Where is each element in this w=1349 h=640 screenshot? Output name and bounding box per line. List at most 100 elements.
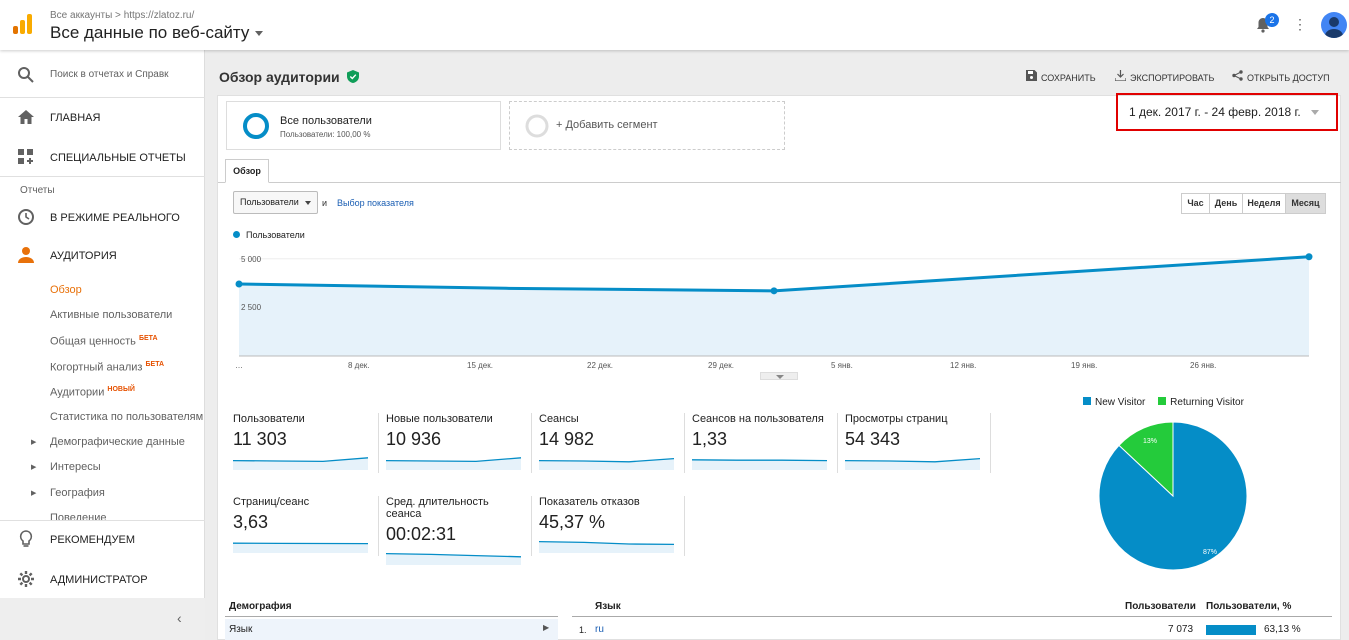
metric-card[interactable]: Сеансы 14 982	[538, 413, 679, 473]
sidebar-item-admin[interactable]: АДМИНИСТРАТОР	[0, 570, 205, 590]
demo-row-language[interactable]: Язык ▶	[225, 619, 558, 640]
download-icon	[1114, 70, 1127, 82]
sidebar-item-label: АДМИНИСТРАТОР	[50, 574, 148, 586]
metric-sparkline	[232, 457, 369, 470]
metric-value: 1,33	[692, 429, 728, 449]
period-hour-button[interactable]: Час	[1181, 193, 1210, 214]
sidebar-subitem-user-explorer[interactable]: Статистика по пользователям	[50, 411, 204, 423]
x-tick-label: 22 дек.	[587, 361, 613, 370]
demo-divider	[225, 616, 558, 617]
save-button[interactable]: СОХРАНИТЬ	[1026, 70, 1096, 83]
add-segment-button[interactable]: + Добавить сегмент	[509, 101, 785, 150]
breadcrumb-url[interactable]: https://zlatoz.ru/	[123, 10, 195, 21]
segment-all-users[interactable]: Все пользователи Пользователи: 100,00 %	[226, 101, 501, 150]
choose-metric-link[interactable]: Выбор показателя	[337, 198, 414, 208]
metric-card[interactable]: Новые пользователи 10 936	[385, 413, 526, 473]
date-range-text: 1 дек. 2017 г. - 24 февр. 2018 г.	[1129, 105, 1301, 119]
x-tick-label: 29 дек.	[708, 361, 734, 370]
row-pct-bar	[1206, 625, 1256, 635]
metric-card[interactable]: Сеансов на пользователя 1,33	[691, 413, 832, 473]
sidebar-item-label: РЕКОМЕНДУЕМ	[50, 534, 136, 546]
expand-arrow-icon: ▶	[31, 490, 37, 497]
property-name: Все данные по веб-сайту	[50, 23, 250, 42]
sidebar-item-audience[interactable]: АУДИТОРИЯ	[0, 246, 205, 266]
row-language-link[interactable]: ru	[595, 624, 604, 635]
collapse-chevron-icon[interactable]: ‹	[177, 610, 182, 626]
metric-name: Сред. длительность сеанса	[386, 496, 489, 520]
chart-point[interactable]	[770, 287, 778, 295]
export-button[interactable]: ЭКСПОРТИРОВАТЬ	[1114, 70, 1214, 83]
sidebar-search[interactable]: Поиск в отчетах и Справк	[0, 50, 205, 98]
metric-sparkline	[691, 459, 828, 470]
legend-returning-visitor: Returning Visitor	[1170, 397, 1244, 408]
table-divider	[572, 616, 1332, 617]
share-icon	[1232, 70, 1243, 81]
metric-card[interactable]: Сред. длительность сеанса 00:02:31	[385, 496, 526, 568]
metric-sparkline	[385, 457, 522, 470]
period-week-button[interactable]: Неделя	[1242, 193, 1286, 214]
share-button[interactable]: ОТКРЫТЬ ДОСТУП	[1232, 70, 1330, 83]
sidebar-subitem-demographics[interactable]: ▶ Демографические данные	[31, 436, 185, 448]
sidebar-subitem-interests[interactable]: ▶ Интересы	[31, 461, 101, 473]
metric-card[interactable]: Страниц/сеанс 3,63	[232, 496, 373, 556]
analytics-logo-icon[interactable]	[12, 13, 34, 35]
metric-value: 54 343	[845, 429, 901, 449]
sidebar-subitem-active-users[interactable]: Активные пользователи	[50, 309, 173, 321]
notification-badge: 2	[1265, 13, 1279, 27]
period-day-button[interactable]: День	[1209, 193, 1243, 214]
chart-legend: Пользователи	[233, 230, 305, 240]
sidebar-item-realtime[interactable]: В РЕЖИМЕ РЕАЛЬНОГО	[0, 208, 205, 228]
page-title: Обзор аудитории	[219, 69, 359, 85]
metric-card[interactable]: Просмотры страниц 54 343	[844, 413, 985, 473]
row-index: 1.	[579, 625, 587, 635]
date-range-picker[interactable]: 1 дек. 2017 г. - 24 февр. 2018 г.	[1129, 105, 1319, 119]
beta-badge: БЕТА	[138, 335, 158, 342]
chart-point[interactable]	[1305, 253, 1313, 261]
pie-slice-returning-visitor[interactable]	[1118, 421, 1174, 498]
metric-value: 11 303	[233, 429, 287, 449]
more-vert-icon[interactable]: ⋮	[1293, 16, 1307, 32]
avatar[interactable]	[1321, 12, 1347, 38]
x-tick-label: 5 янв.	[831, 361, 853, 370]
tab-overview[interactable]: Обзор	[225, 159, 269, 183]
property-selector[interactable]: Все данные по веб-сайту	[50, 23, 264, 43]
metric-separator	[378, 413, 379, 473]
legend-label: Пользователи	[246, 230, 305, 240]
sidebar-item-custom-reports[interactable]: СПЕЦИАЛЬНЫЕ ОТЧЕТЫ	[0, 148, 205, 168]
chevron-down-icon	[304, 200, 311, 205]
add-segment-label: + Добавить сегмент	[556, 119, 658, 131]
sidebar-subitem-overview[interactable]: Обзор	[50, 284, 82, 296]
chevron-right-icon: ▶	[543, 623, 550, 632]
pie-slice-label: 87%	[1203, 549, 1217, 556]
sidebar-subitem-geo[interactable]: ▶ География	[31, 487, 105, 499]
metric-name: Страниц/сеанс	[233, 496, 310, 508]
search-input[interactable]: Поиск в отчетах и Справк	[50, 69, 169, 80]
sidebar-item-recommend[interactable]: РЕКОМЕНДУЕМ	[0, 530, 205, 550]
metric-card[interactable]: Показатель отказов 45,37 %	[538, 496, 679, 556]
segment-circle-icon	[243, 113, 269, 139]
metric-selector[interactable]: Пользователи	[233, 191, 318, 214]
sidebar-subitem-lifetime-value[interactable]: Общая ценность БЕТА	[50, 335, 158, 348]
chart-resize-handle[interactable]	[760, 372, 798, 380]
sidebar-item-home[interactable]: ГЛАВНАЯ	[0, 108, 205, 128]
period-month-button[interactable]: Месяц	[1285, 193, 1326, 214]
metric-separator	[378, 496, 379, 556]
metric-value: 14 982	[539, 429, 595, 449]
table-row: 1. ru 7 073 63,13 %	[572, 619, 1332, 640]
line-chart	[235, 249, 1313, 357]
tab-divider	[218, 182, 1341, 183]
metric-card[interactable]: Пользователи 11 303	[232, 413, 373, 473]
person-icon	[18, 247, 34, 263]
demo-row-label: Язык	[229, 624, 253, 635]
sidebar-subitem-cohort[interactable]: Когортный анализ БЕТА	[50, 361, 164, 374]
breadcrumb-accounts[interactable]: Все аккаунты	[50, 10, 113, 21]
chart-point[interactable]	[235, 280, 243, 288]
breadcrumb[interactable]: Все аккаунты > https://zlatoz.ru/	[50, 10, 195, 21]
metric-selector-value: Пользователи	[240, 197, 299, 207]
x-tick-label: …	[235, 361, 243, 370]
sidebar-subitem-audiences[interactable]: Аудитории НОВЫЙ	[50, 386, 135, 399]
x-tick-label: 26 янв.	[1190, 361, 1217, 370]
pie-slice-label: 13%	[1143, 438, 1157, 445]
sidebar-subitem-behavior[interactable]: ▶Поведение	[50, 512, 107, 521]
metric-separator	[684, 413, 685, 473]
